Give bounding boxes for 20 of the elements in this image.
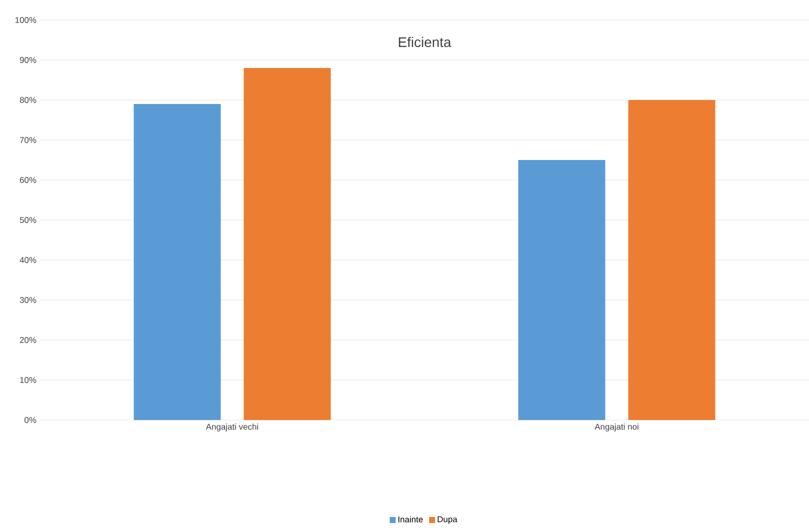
bar: [628, 100, 716, 420]
legend-label: Dupa: [438, 516, 458, 524]
y-tick-label: 60%: [20, 177, 36, 183]
y-tick-label: 0%: [24, 417, 36, 423]
x-tick-label: Angajati noi: [594, 424, 638, 432]
bar: [244, 68, 331, 420]
y-tick-label: 100%: [15, 17, 36, 23]
x-tick-label: Angajati vechi: [206, 424, 258, 432]
legend-label: Inainte: [398, 516, 423, 522]
y-tick-label: 50%: [20, 217, 36, 223]
bar: [134, 104, 221, 420]
bar: [518, 160, 606, 420]
y-tick-label: 40%: [20, 257, 36, 263]
y-tick-label: 80%: [20, 97, 36, 103]
y-tick-label: 10%: [20, 377, 36, 383]
text: Eficienta: [398, 36, 452, 48]
y-tick-label: 70%: [20, 137, 36, 143]
y-tick-label: 90%: [20, 57, 36, 63]
y-tick-label: 30%: [20, 297, 36, 303]
y-tick-label: 20%: [20, 337, 36, 343]
